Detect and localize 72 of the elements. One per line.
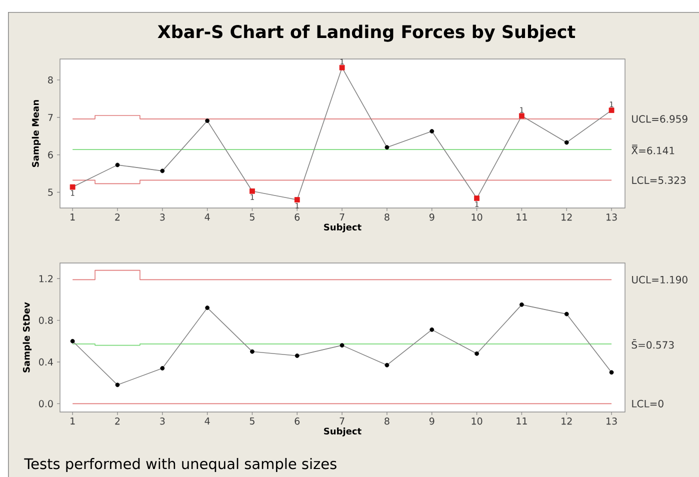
point xyxy=(339,64,345,70)
x-tick-label: 13 xyxy=(606,418,617,425)
point xyxy=(115,382,120,388)
point xyxy=(294,197,300,202)
point xyxy=(115,162,120,168)
x-tick-label: 7 xyxy=(340,214,344,220)
y-tick-label: 1.2 xyxy=(39,275,53,282)
text: S̄=0.573 xyxy=(632,339,674,349)
x-tick-label: 4 xyxy=(204,214,210,220)
x-tick-label: 2 xyxy=(115,214,120,221)
y-tick-label: 8 xyxy=(48,76,53,84)
point xyxy=(250,349,254,354)
x-tick-label: 5 xyxy=(250,418,254,425)
point xyxy=(609,370,614,375)
x-tick-label: 3 xyxy=(160,214,165,221)
point xyxy=(160,168,165,174)
chart-title: Xbar-S Chart of Landing Forces by Subject xyxy=(158,24,576,42)
x-axis-title: Subject xyxy=(324,428,362,436)
x-tick-label: 6 xyxy=(294,418,300,425)
x-tick-label: 12 xyxy=(562,214,572,221)
y-tick-label: 5 xyxy=(48,188,53,196)
x-tick-label: 9 xyxy=(429,214,434,221)
point xyxy=(340,343,344,348)
text: Tests performed with unequal sample sizes xyxy=(24,458,336,472)
x-tick-label: 1 xyxy=(70,214,75,220)
x-tick-label: 6 xyxy=(294,214,300,221)
series-label: X̿=6.141 xyxy=(632,144,674,154)
text: LCL=0 xyxy=(632,400,664,408)
x-tick-label: 12 xyxy=(562,418,572,425)
x-tick-label: 2 xyxy=(115,418,120,425)
point xyxy=(384,362,390,368)
x-tick-label: 10 xyxy=(472,214,482,221)
point xyxy=(250,188,255,194)
x-tick-label: 1 xyxy=(70,418,75,424)
x-tick-label: 8 xyxy=(384,214,390,221)
x-tick-label: 13 xyxy=(606,214,617,221)
y-tick-label: 6 xyxy=(48,151,53,158)
x-axis-title: Subject xyxy=(324,224,362,232)
point xyxy=(474,351,479,356)
point xyxy=(474,196,480,201)
y-axis-title: Sample StDev xyxy=(22,302,32,372)
x-tick-label: 9 xyxy=(429,418,434,425)
text: UCL=6.959 xyxy=(632,115,688,123)
y-tick-label: 0.8 xyxy=(39,316,53,324)
point xyxy=(608,108,614,113)
point xyxy=(205,118,210,123)
y-axis-title: Sample Mean xyxy=(32,100,41,167)
y-tick-label: 0.0 xyxy=(39,400,53,408)
x-tick-label: 11 xyxy=(516,214,527,220)
point xyxy=(70,338,75,344)
y-tick-label: 0.4 xyxy=(39,358,53,366)
x-tick-label: 10 xyxy=(472,418,482,425)
point xyxy=(519,113,524,119)
point xyxy=(564,140,569,145)
point xyxy=(70,184,76,190)
x-tick-label: 7 xyxy=(340,418,344,424)
x-tick-label: 3 xyxy=(160,418,165,425)
point xyxy=(564,312,569,316)
point xyxy=(384,145,390,150)
x-tick-label: 8 xyxy=(384,418,390,425)
x-tick-label: 11 xyxy=(516,418,527,424)
point xyxy=(160,366,165,370)
text: UCL=1.190 xyxy=(632,276,688,284)
point xyxy=(205,306,210,310)
text: LCL=5.323 xyxy=(632,176,686,184)
point xyxy=(430,129,434,134)
point xyxy=(294,354,300,358)
x-tick-label: 5 xyxy=(250,214,254,221)
x-tick-label: 4 xyxy=(204,418,210,424)
y-tick-label: 7 xyxy=(48,114,53,121)
point xyxy=(430,327,434,332)
point xyxy=(520,302,524,307)
